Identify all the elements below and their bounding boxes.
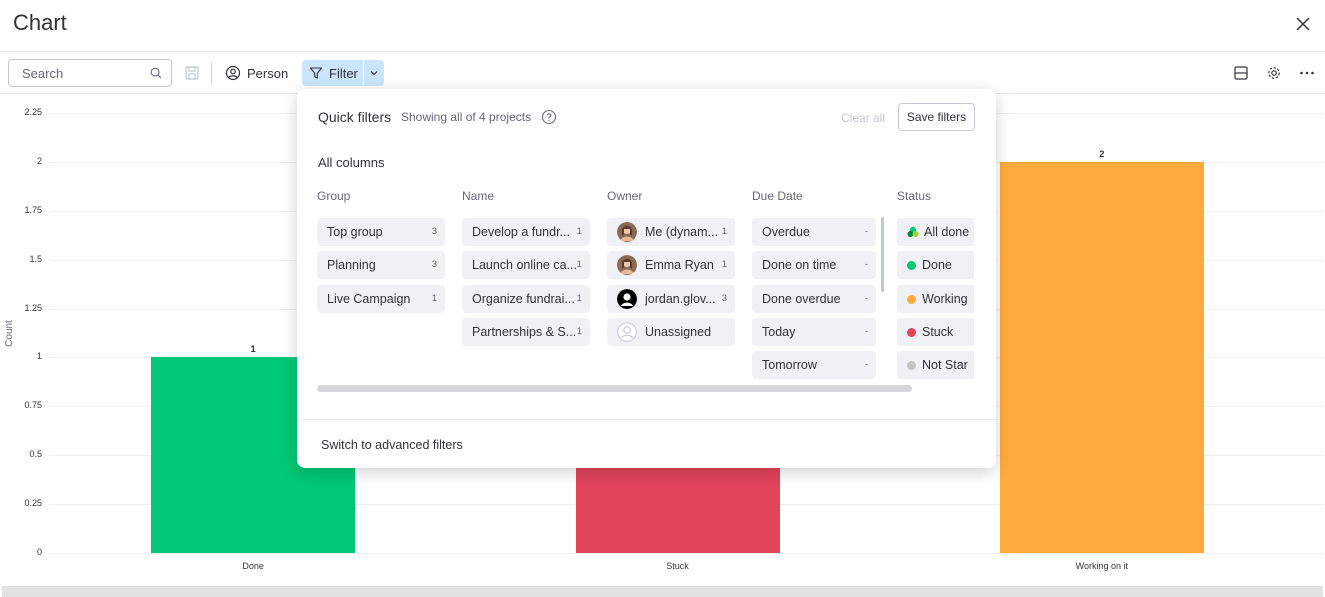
status-dot-working bbox=[907, 294, 916, 304]
toolbar-divider bbox=[211, 62, 212, 84]
status-dot-done bbox=[907, 260, 916, 270]
owner-column-header: Owner bbox=[607, 189, 643, 203]
gear-icon[interactable] bbox=[1265, 64, 1283, 82]
filter-chip-name[interactable]: Partnerships & S... 1 bbox=[462, 318, 590, 346]
name-column-header: Name bbox=[462, 189, 495, 203]
filter-icon bbox=[309, 67, 323, 79]
y-tick-label: 1 bbox=[36, 351, 42, 362]
gridline bbox=[50, 553, 1323, 554]
avatar bbox=[617, 289, 637, 309]
filter-chip-due-date[interactable]: Tomorrow - bbox=[752, 351, 876, 379]
search-box[interactable] bbox=[8, 59, 172, 87]
save-filters-button[interactable]: Save filters bbox=[898, 103, 975, 131]
help-icon[interactable] bbox=[541, 109, 557, 125]
person-filter-button[interactable]: Person bbox=[219, 60, 294, 86]
all-done-icon bbox=[907, 226, 919, 237]
avatar bbox=[617, 222, 637, 242]
filter-chip-group[interactable]: Live Campaign 1 bbox=[317, 285, 445, 313]
bar-value-label: 1 bbox=[250, 344, 256, 355]
person-icon bbox=[225, 65, 241, 81]
status-dot-not-started bbox=[907, 360, 916, 370]
y-tick-label: 1.25 bbox=[24, 302, 42, 313]
horizontal-scrollbar[interactable] bbox=[2, 586, 1323, 597]
x-tick-label: Done bbox=[242, 561, 264, 571]
y-axis-label: Count bbox=[3, 320, 15, 347]
filter-dropdown-toggle[interactable] bbox=[363, 60, 384, 86]
clear-all-button[interactable]: Clear all bbox=[841, 111, 886, 125]
filter-chip-name[interactable]: Organize fundrai... 1 bbox=[462, 285, 590, 313]
filter-chip-name[interactable]: Launch online ca... 1 bbox=[462, 251, 590, 279]
search-icon bbox=[150, 67, 162, 79]
filter-chip-due-date[interactable]: Done on time - bbox=[752, 251, 876, 279]
filter-chip-due-date[interactable]: Overdue - bbox=[752, 218, 876, 246]
layout-icon[interactable] bbox=[1232, 64, 1250, 82]
divider bbox=[297, 419, 996, 420]
toolbar: Person Filter bbox=[0, 52, 1325, 94]
y-tick-label: 1.75 bbox=[24, 204, 42, 215]
filter-chip-group[interactable]: Planning 3 bbox=[317, 251, 445, 279]
x-tick-label: Stuck bbox=[666, 561, 689, 571]
close-icon[interactable] bbox=[1291, 12, 1315, 36]
person-label: Person bbox=[247, 65, 289, 81]
header: Chart bbox=[0, 0, 1325, 52]
advanced-filters-link[interactable]: Switch to advanced filters bbox=[321, 438, 463, 452]
y-tick-label: 2.25 bbox=[24, 107, 42, 117]
chevron-down-icon bbox=[370, 71, 378, 76]
filter-chip-status[interactable]: All done bbox=[897, 218, 974, 246]
page-title: Chart bbox=[13, 10, 67, 35]
filter-chip-owner[interactable]: Unassigned bbox=[607, 318, 735, 346]
quick-filters-panel: Quick filters Showing all of 4 projects … bbox=[297, 89, 996, 468]
filter-chip-status[interactable]: Done bbox=[897, 251, 974, 279]
y-tick-label: 1.5 bbox=[29, 253, 42, 264]
quick-filters-subtitle: Showing all of 4 projects bbox=[401, 110, 532, 124]
status-dot-stuck bbox=[907, 327, 916, 337]
y-tick-label: 0.75 bbox=[24, 400, 42, 411]
bar-value-label: 2 bbox=[1099, 148, 1105, 159]
y-tick-label: 2 bbox=[36, 155, 42, 166]
filter-button[interactable]: Filter bbox=[302, 60, 384, 86]
filter-chip-due-date[interactable]: Done overdue - bbox=[752, 285, 876, 313]
filter-chip-group[interactable]: Top group 3 bbox=[317, 218, 445, 246]
filter-main-button[interactable]: Filter bbox=[302, 60, 363, 86]
filter-chip-status[interactable]: Not Star bbox=[897, 351, 974, 379]
unassigned-avatar-icon bbox=[617, 322, 637, 342]
filter-chip-owner[interactable]: Me (dynam... 1 bbox=[607, 218, 735, 246]
save-view-icon[interactable] bbox=[183, 64, 201, 82]
filter-columns-scrollbar[interactable] bbox=[317, 385, 912, 392]
search-input[interactable] bbox=[22, 66, 142, 81]
vertical-scrollbar[interactable] bbox=[881, 217, 884, 292]
filter-chip-status[interactable]: Working bbox=[897, 285, 974, 313]
y-tick-label: 0 bbox=[36, 547, 42, 557]
due-date-column-header: Due Date bbox=[752, 189, 803, 203]
x-tick-label: Working on it bbox=[1075, 561, 1128, 571]
all-columns-heading: All columns bbox=[318, 155, 385, 170]
filter-chip-owner[interactable]: jordan.glov... 3 bbox=[607, 285, 735, 313]
filter-chip-owner[interactable]: Emma Ryan 1 bbox=[607, 251, 735, 279]
quick-filters-title: Quick filters bbox=[318, 109, 392, 125]
y-tick-label: 0.25 bbox=[24, 498, 42, 509]
group-column-header: Group bbox=[317, 189, 351, 203]
filter-chip-status[interactable]: Stuck bbox=[897, 318, 974, 346]
filter-label: Filter bbox=[329, 65, 358, 81]
more-options-icon[interactable] bbox=[1298, 64, 1316, 82]
y-tick-label: 0.5 bbox=[29, 449, 42, 460]
bar-working-on-it[interactable] bbox=[999, 161, 1204, 553]
filter-chip-name[interactable]: Develop a fundr... 1 bbox=[462, 218, 590, 246]
filter-chip-due-date[interactable]: Today - bbox=[752, 318, 876, 346]
status-column-header: Status bbox=[897, 189, 932, 203]
avatar bbox=[617, 255, 637, 275]
